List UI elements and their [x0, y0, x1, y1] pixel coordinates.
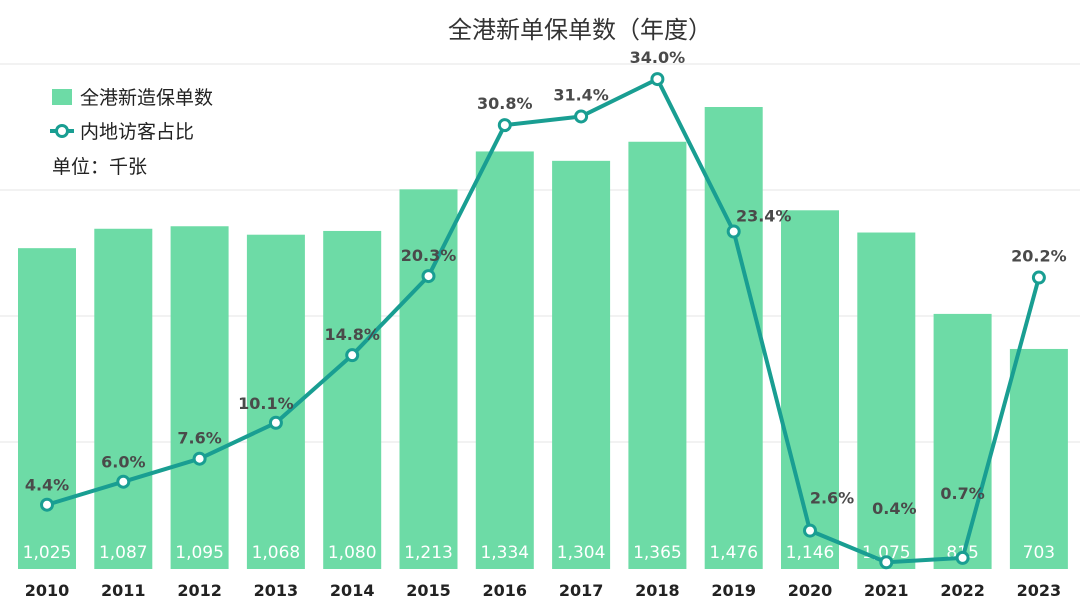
x-tick-label: 2014	[330, 581, 375, 600]
line-value-label: 30.8%	[477, 94, 533, 113]
line-value-label: 31.4%	[553, 85, 609, 104]
bar-2013	[246, 234, 305, 569]
x-tick-label: 2013	[254, 581, 299, 600]
line-point-2012	[192, 451, 207, 466]
line-point-2010	[40, 497, 54, 512]
bar-2022	[933, 313, 992, 569]
x-tick-label: 2012	[177, 581, 222, 600]
line-point-2011	[116, 474, 131, 489]
x-tick-label: 2017	[559, 581, 604, 600]
legend-bar-label: 全港新造保单数	[80, 87, 213, 109]
line-series-path	[46, 77, 1041, 565]
bar-2017	[552, 160, 611, 569]
line-point-2021	[879, 555, 894, 570]
x-tick-label: 2020	[788, 581, 833, 600]
line-point-2017	[574, 109, 589, 124]
bar-2019	[704, 107, 763, 569]
line-value-label: 4.4%	[25, 476, 69, 495]
x-tick-label: 2021	[864, 581, 909, 600]
line-point-2015	[421, 269, 436, 284]
line-point-2016	[497, 118, 512, 133]
bar-value-label: 1,213	[404, 543, 453, 563]
line-point-2018	[650, 72, 665, 87]
line-value-label: 20.2%	[1011, 247, 1067, 266]
line-value-label: 0.7%	[940, 484, 984, 503]
bar-value-label: 1,476	[709, 543, 758, 563]
line-value-label: 6.0%	[101, 453, 145, 472]
line-point-2022	[955, 550, 970, 565]
line-value-label: 0.4%	[872, 499, 916, 518]
bar-2010	[18, 248, 76, 569]
bar-value-label: 1,080	[328, 543, 377, 563]
bar-2016	[475, 151, 534, 570]
line-value-label: 14.8%	[324, 325, 380, 344]
chart-title: 全港新单保单数（年度）	[448, 16, 712, 44]
line-point-2013	[268, 415, 283, 430]
line-value-label: 20.3%	[401, 246, 457, 265]
line-value-label: 7.6%	[177, 429, 221, 448]
legend-bar-swatch	[52, 89, 72, 105]
bar-2023	[1009, 348, 1068, 569]
bar-value-label: 1,068	[252, 543, 301, 563]
x-tick-label: 2023	[1017, 581, 1062, 600]
x-tick-label: 2018	[635, 581, 680, 600]
bar-2020	[781, 210, 839, 570]
bar-value-label: 703	[1023, 543, 1055, 563]
line-point-2023	[1031, 270, 1046, 285]
legend-line-marker	[55, 124, 69, 138]
bar-value-label: 1,025	[23, 543, 72, 563]
bar-value-label: 1,365	[633, 543, 682, 563]
x-axis-labels: 2010 2011 2012 2013 2014 2015 2016 2017 2018 2019…	[25, 581, 1061, 600]
line-value-label: 34.0%	[630, 48, 686, 67]
legend-line-label: 内地访客占比	[80, 121, 194, 143]
x-tick-label: 2022	[940, 581, 985, 600]
line-value-label: 2.6%	[810, 489, 854, 508]
bar-2011	[94, 228, 153, 569]
x-tick-label: 2016	[483, 581, 528, 600]
bar-value-label: 1,095	[175, 543, 224, 563]
unit-note: 单位：千张	[52, 156, 147, 178]
bar-value-label: 1,146	[786, 543, 835, 563]
bar-value-label: 1,334	[480, 543, 529, 563]
bar-2015	[399, 189, 458, 569]
line-point-2014	[345, 348, 360, 363]
x-tick-label: 2019	[711, 581, 756, 600]
line-value-label: 23.4%	[736, 207, 792, 226]
bar-value-label: 1,087	[99, 543, 148, 563]
line-point-2020	[803, 523, 817, 538]
bars-group	[18, 107, 1068, 570]
line-value-label: 10.1%	[238, 394, 294, 413]
bar-2014	[323, 230, 382, 569]
line-point-2019	[726, 224, 741, 239]
x-tick-label: 2010	[25, 581, 70, 600]
bar-2018	[628, 141, 687, 569]
bar-value-label: 1,304	[557, 543, 606, 563]
line-series-group: 4.4% 6.0% 7.6% 10.1% 14.8% 20.3% 30.8% 31.4% 34.…	[25, 48, 1067, 570]
bar-2012	[170, 226, 229, 569]
legend: 全港新造保单数 内地访客占比 单位：千张	[50, 87, 213, 178]
x-tick-label: 2011	[101, 581, 146, 600]
bar-2021	[857, 232, 916, 569]
x-tick-label: 2015	[406, 581, 451, 600]
